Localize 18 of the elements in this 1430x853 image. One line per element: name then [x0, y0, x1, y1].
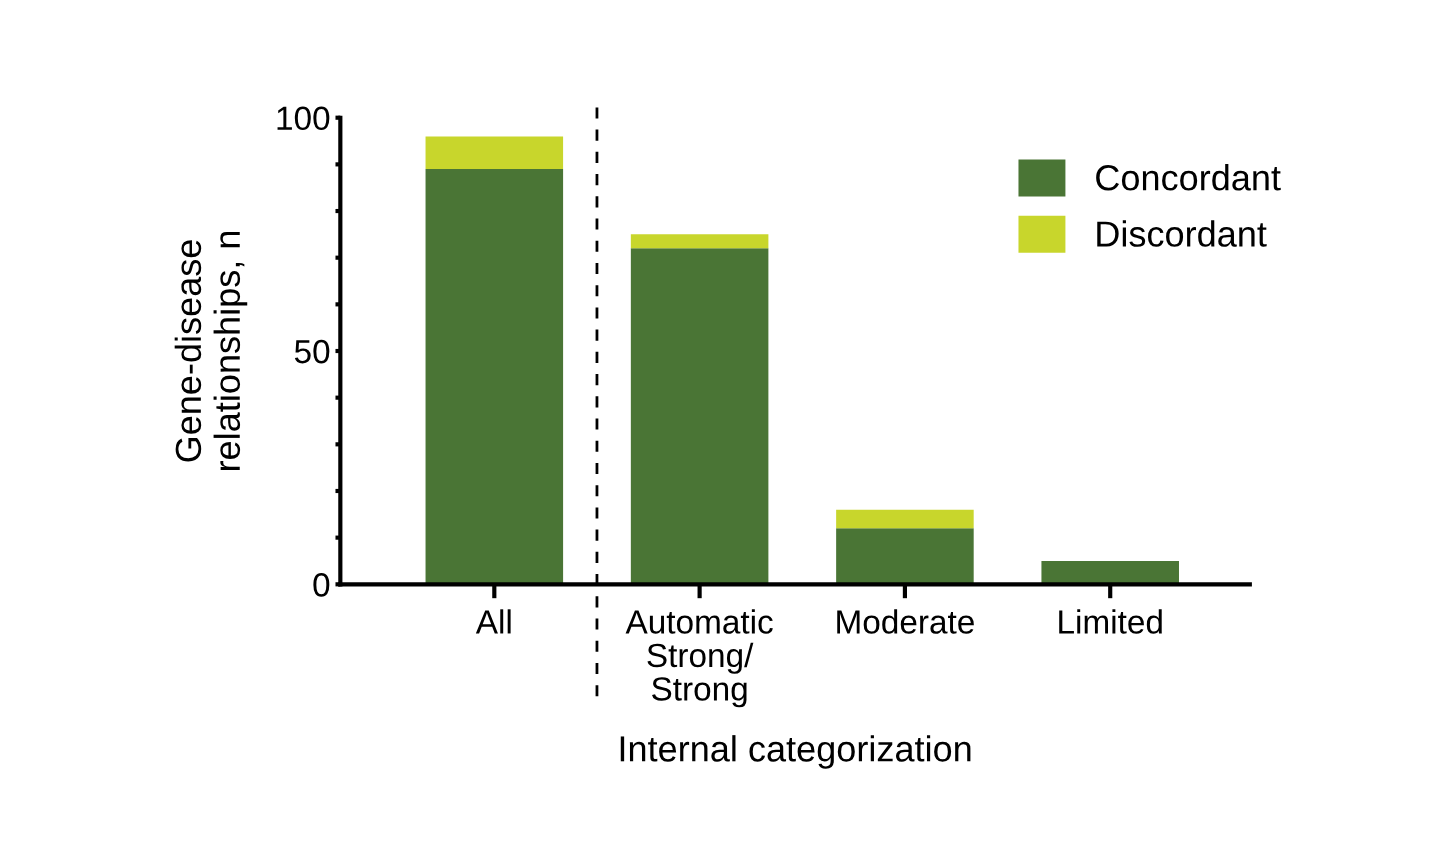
x-tick-label: Automatic Strong/ Strong: [625, 609, 773, 708]
legend-label: Concordant: [1096, 164, 1281, 191]
y-axis-title: Gene-disease relationships, n: [174, 231, 248, 471]
x-tick-label: Moderate: [837, 609, 974, 634]
y-tick-label: 50: [294, 339, 330, 364]
legend-label: Discordant: [1097, 220, 1267, 247]
y-tick-label: 0: [313, 573, 330, 597]
bar: [630, 248, 769, 585]
bar: [425, 169, 564, 585]
bar: [836, 509, 974, 529]
x-tick-label: Limited: [1059, 609, 1162, 634]
bar: [1041, 560, 1179, 585]
bar: [425, 136, 564, 170]
y-tick-label: 100: [277, 106, 330, 131]
x-tick-label: All: [475, 609, 511, 634]
bar: [836, 528, 974, 585]
x-axis-title: Internal categorization: [620, 735, 971, 769]
bar: [630, 234, 769, 249]
